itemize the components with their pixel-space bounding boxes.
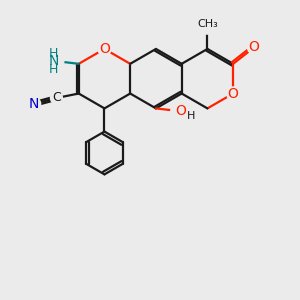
Circle shape: [50, 92, 62, 104]
Text: H: H: [49, 47, 58, 60]
Circle shape: [226, 87, 240, 100]
Text: O: O: [248, 40, 260, 55]
Text: O: O: [228, 86, 238, 100]
Text: H: H: [187, 111, 195, 121]
Circle shape: [248, 41, 260, 54]
Text: O: O: [99, 42, 110, 56]
Text: C: C: [52, 92, 61, 104]
Text: N: N: [29, 97, 39, 111]
Text: N: N: [48, 54, 59, 68]
Circle shape: [43, 50, 64, 71]
Circle shape: [197, 13, 218, 34]
Circle shape: [28, 98, 41, 110]
Text: CH₃: CH₃: [197, 19, 218, 29]
Text: H: H: [49, 63, 58, 76]
Circle shape: [98, 42, 111, 56]
Circle shape: [171, 101, 192, 122]
Text: O: O: [175, 104, 186, 118]
